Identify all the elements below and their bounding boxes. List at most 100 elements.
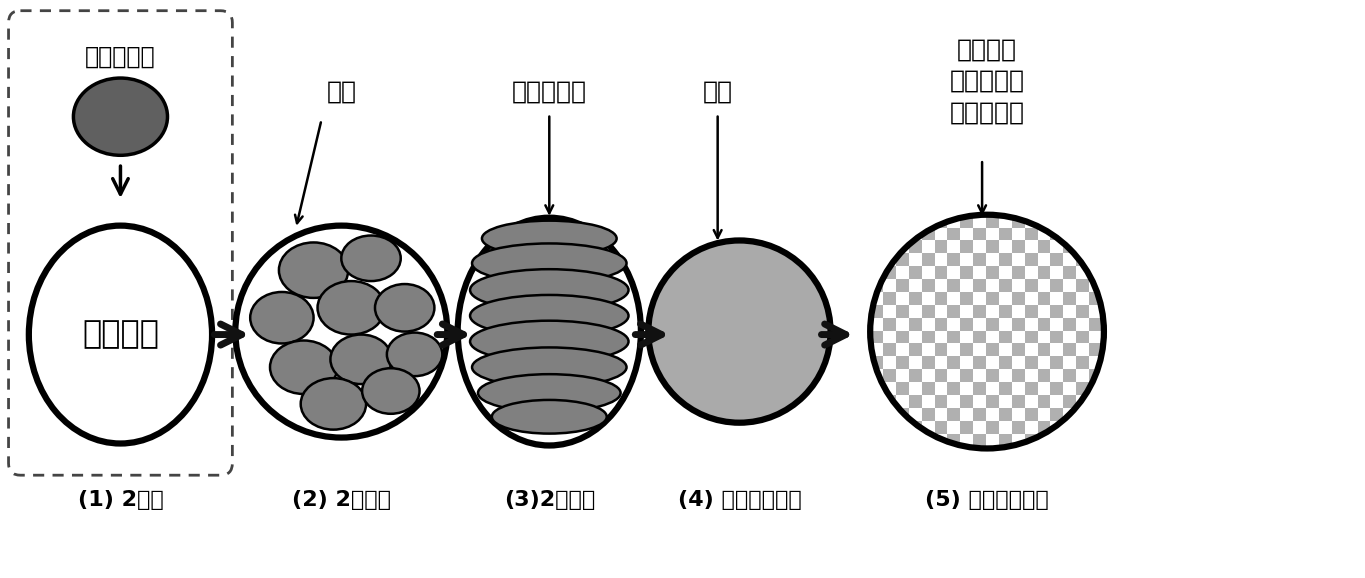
Bar <box>1011 279 1025 292</box>
Bar <box>1051 318 1063 331</box>
Bar <box>1089 305 1102 318</box>
Bar <box>1089 382 1102 395</box>
Ellipse shape <box>470 295 628 336</box>
Ellipse shape <box>278 242 348 298</box>
Bar <box>961 305 973 318</box>
Ellipse shape <box>457 218 642 446</box>
Bar <box>986 305 999 318</box>
Bar <box>1063 357 1076 369</box>
Bar <box>1037 434 1051 446</box>
Bar <box>961 331 973 343</box>
Bar <box>973 292 986 305</box>
Bar <box>921 292 935 305</box>
Bar <box>1037 331 1051 343</box>
Bar <box>1025 292 1037 305</box>
Bar <box>999 292 1011 305</box>
Bar <box>895 240 909 253</box>
Text: 熱力学的
不安定状態
（急減圧）: 熱力学的 不安定状態 （急減圧） <box>950 38 1025 125</box>
Bar <box>973 214 986 228</box>
Bar <box>961 434 973 446</box>
Bar <box>1025 214 1037 228</box>
Bar <box>1025 369 1037 382</box>
Bar <box>961 228 973 240</box>
Ellipse shape <box>472 243 627 283</box>
Bar <box>870 318 883 331</box>
Bar <box>986 331 999 343</box>
Bar <box>1063 279 1076 292</box>
Bar <box>1051 266 1063 279</box>
Text: 拡散: 拡散 <box>703 80 733 104</box>
Bar <box>1011 357 1025 369</box>
Bar <box>973 369 986 382</box>
Ellipse shape <box>29 225 212 443</box>
Bar <box>973 446 986 460</box>
Bar <box>1011 228 1025 240</box>
Bar <box>909 408 921 421</box>
Bar <box>1011 331 1025 343</box>
Bar <box>921 318 935 331</box>
Bar <box>986 357 999 369</box>
Bar <box>999 421 1011 434</box>
Bar <box>935 279 947 292</box>
Bar <box>1051 343 1063 357</box>
Bar <box>947 343 961 357</box>
Bar <box>921 395 935 408</box>
Text: (1) 2物質: (1) 2物質 <box>78 490 164 510</box>
Bar <box>909 228 921 240</box>
Bar <box>1011 253 1025 266</box>
Bar <box>947 214 961 228</box>
Ellipse shape <box>270 340 337 394</box>
Bar <box>947 292 961 305</box>
Bar <box>1076 318 1089 331</box>
Bar <box>986 279 999 292</box>
Ellipse shape <box>74 78 168 155</box>
Bar <box>883 305 895 318</box>
Bar <box>1011 382 1025 395</box>
Ellipse shape <box>470 269 628 311</box>
Bar <box>883 382 895 395</box>
Ellipse shape <box>482 221 617 256</box>
Bar <box>895 266 909 279</box>
Bar <box>935 228 947 240</box>
Bar <box>961 279 973 292</box>
Bar <box>1063 408 1076 421</box>
Bar <box>1076 369 1089 382</box>
Bar <box>870 369 883 382</box>
Bar <box>1051 421 1063 434</box>
Bar <box>895 292 909 305</box>
Bar <box>986 253 999 266</box>
Bar <box>895 369 909 382</box>
Bar <box>1025 240 1037 253</box>
Text: (2) 2相混在: (2) 2相混在 <box>292 490 390 510</box>
Text: (5) 微細気泡構造: (5) 微細気泡構造 <box>925 490 1048 510</box>
Bar <box>999 318 1011 331</box>
Bar <box>870 292 883 305</box>
Bar <box>1102 343 1115 357</box>
Bar <box>1025 343 1037 357</box>
Bar <box>1076 292 1089 305</box>
Bar <box>999 446 1011 460</box>
Bar <box>909 253 921 266</box>
Bar <box>1025 318 1037 331</box>
Bar <box>947 240 961 253</box>
Ellipse shape <box>250 292 314 343</box>
Text: (3)2相混合: (3)2相混合 <box>504 490 595 510</box>
Bar <box>1063 382 1076 395</box>
Bar <box>1089 357 1102 369</box>
Bar <box>883 331 895 343</box>
Ellipse shape <box>318 281 385 335</box>
Ellipse shape <box>472 347 627 387</box>
Bar <box>999 266 1011 279</box>
Bar <box>909 279 921 292</box>
Bar <box>909 357 921 369</box>
Bar <box>883 279 895 292</box>
Bar <box>895 395 909 408</box>
Bar <box>1037 253 1051 266</box>
Bar <box>973 421 986 434</box>
Bar <box>1051 292 1063 305</box>
Bar <box>1011 434 1025 446</box>
Bar <box>961 382 973 395</box>
Bar <box>1037 305 1051 318</box>
Bar <box>921 266 935 279</box>
Bar <box>947 421 961 434</box>
